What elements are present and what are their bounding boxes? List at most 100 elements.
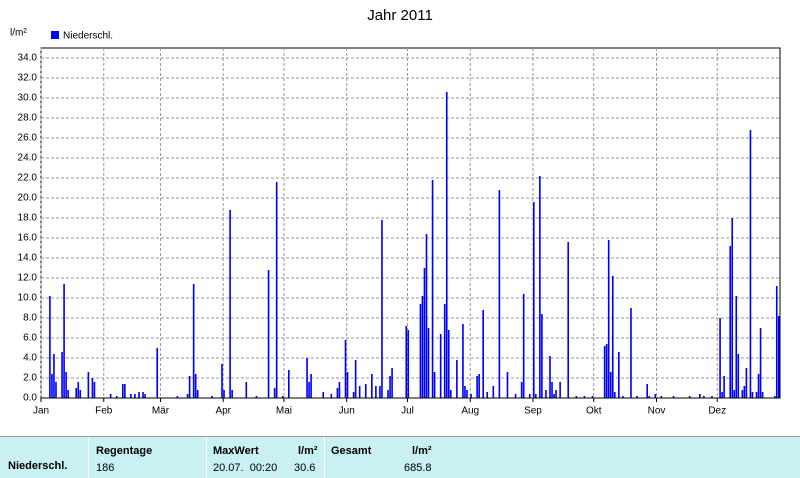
bar bbox=[188, 376, 191, 398]
bar bbox=[352, 392, 355, 398]
y-tick-label: 18.0 bbox=[18, 213, 38, 224]
bar bbox=[130, 394, 132, 398]
bar bbox=[124, 384, 126, 398]
bar bbox=[387, 390, 389, 398]
bar bbox=[745, 368, 748, 398]
bar bbox=[375, 386, 377, 398]
header: MaxWert bbox=[213, 445, 259, 457]
bar bbox=[528, 394, 531, 398]
bar bbox=[466, 390, 468, 398]
bar bbox=[660, 396, 663, 398]
y-tick-label: 10.0 bbox=[18, 293, 38, 304]
header: Regentage bbox=[96, 445, 153, 457]
bar bbox=[630, 308, 632, 398]
y-tick-label: 34.0 bbox=[18, 53, 38, 64]
bar bbox=[407, 330, 410, 398]
bar bbox=[607, 240, 610, 398]
y-tick-label: 2.0 bbox=[23, 373, 37, 384]
bar bbox=[456, 360, 458, 398]
legend-label: Niederschl. bbox=[63, 31, 113, 42]
x-tick-label: Sep bbox=[524, 406, 542, 417]
bar bbox=[336, 388, 339, 398]
x-tick-label: Dez bbox=[708, 406, 726, 417]
bar bbox=[354, 360, 357, 398]
bar bbox=[91, 378, 94, 398]
bar bbox=[609, 372, 612, 398]
bar bbox=[275, 182, 278, 398]
bar bbox=[389, 376, 391, 398]
bar bbox=[520, 382, 523, 398]
bar bbox=[55, 382, 57, 398]
bar bbox=[735, 296, 738, 398]
bar bbox=[196, 390, 199, 398]
bar bbox=[134, 394, 136, 398]
bar bbox=[636, 396, 638, 398]
bar bbox=[425, 234, 428, 398]
bar bbox=[654, 394, 657, 398]
bar bbox=[53, 354, 55, 398]
bar bbox=[75, 388, 78, 398]
bar bbox=[688, 396, 691, 398]
bar bbox=[731, 218, 734, 398]
y-tick-label: 28.0 bbox=[18, 113, 38, 124]
bar bbox=[575, 396, 578, 398]
bar bbox=[221, 364, 223, 398]
y-tick-label: 12.0 bbox=[18, 273, 38, 284]
bar bbox=[522, 294, 525, 398]
bar bbox=[427, 328, 430, 398]
header: Gesamt bbox=[331, 445, 372, 457]
x-tick-label: Jan bbox=[33, 406, 49, 417]
bar bbox=[498, 190, 501, 398]
bar bbox=[470, 394, 472, 398]
bar bbox=[310, 374, 312, 398]
bar bbox=[749, 130, 752, 398]
bar bbox=[723, 376, 725, 398]
bar bbox=[255, 396, 258, 398]
bar bbox=[142, 392, 144, 398]
bar bbox=[545, 390, 547, 398]
bar bbox=[330, 394, 333, 398]
bar bbox=[267, 270, 270, 398]
unit: l/m² bbox=[298, 445, 318, 457]
x-tick-label: Mai bbox=[276, 406, 292, 417]
bar bbox=[591, 396, 594, 398]
bar bbox=[555, 390, 557, 398]
bar bbox=[618, 352, 620, 398]
bar bbox=[737, 354, 740, 398]
bar bbox=[138, 392, 140, 398]
bar bbox=[49, 296, 51, 398]
bar bbox=[445, 92, 448, 398]
bar bbox=[551, 382, 553, 398]
bar bbox=[223, 390, 225, 398]
bar bbox=[613, 392, 616, 398]
y-tick-label: 24.0 bbox=[18, 153, 38, 164]
bar bbox=[777, 316, 780, 398]
bar bbox=[194, 374, 197, 398]
y-tick-label: 20.0 bbox=[18, 193, 38, 204]
bar bbox=[63, 284, 65, 398]
bar bbox=[443, 304, 446, 398]
bar bbox=[751, 392, 754, 398]
bar bbox=[433, 372, 436, 398]
bar bbox=[61, 352, 63, 398]
y-tick-label: 0.0 bbox=[23, 393, 37, 404]
bar bbox=[761, 392, 764, 398]
bar bbox=[583, 396, 586, 398]
y-tick-label: 30.0 bbox=[18, 93, 38, 104]
bar bbox=[755, 392, 758, 398]
bar bbox=[186, 394, 189, 398]
bar bbox=[759, 328, 762, 398]
bar bbox=[115, 396, 118, 398]
bar bbox=[541, 314, 543, 398]
bar bbox=[176, 396, 179, 398]
bar bbox=[121, 384, 124, 398]
chart-title: Jahr 2011 bbox=[367, 7, 433, 24]
bar bbox=[567, 242, 570, 398]
bar bbox=[421, 296, 424, 398]
bar bbox=[447, 330, 450, 398]
bar bbox=[719, 318, 721, 398]
bar bbox=[419, 304, 422, 398]
bar bbox=[492, 386, 495, 398]
y-tick-label: 16.0 bbox=[18, 233, 38, 244]
